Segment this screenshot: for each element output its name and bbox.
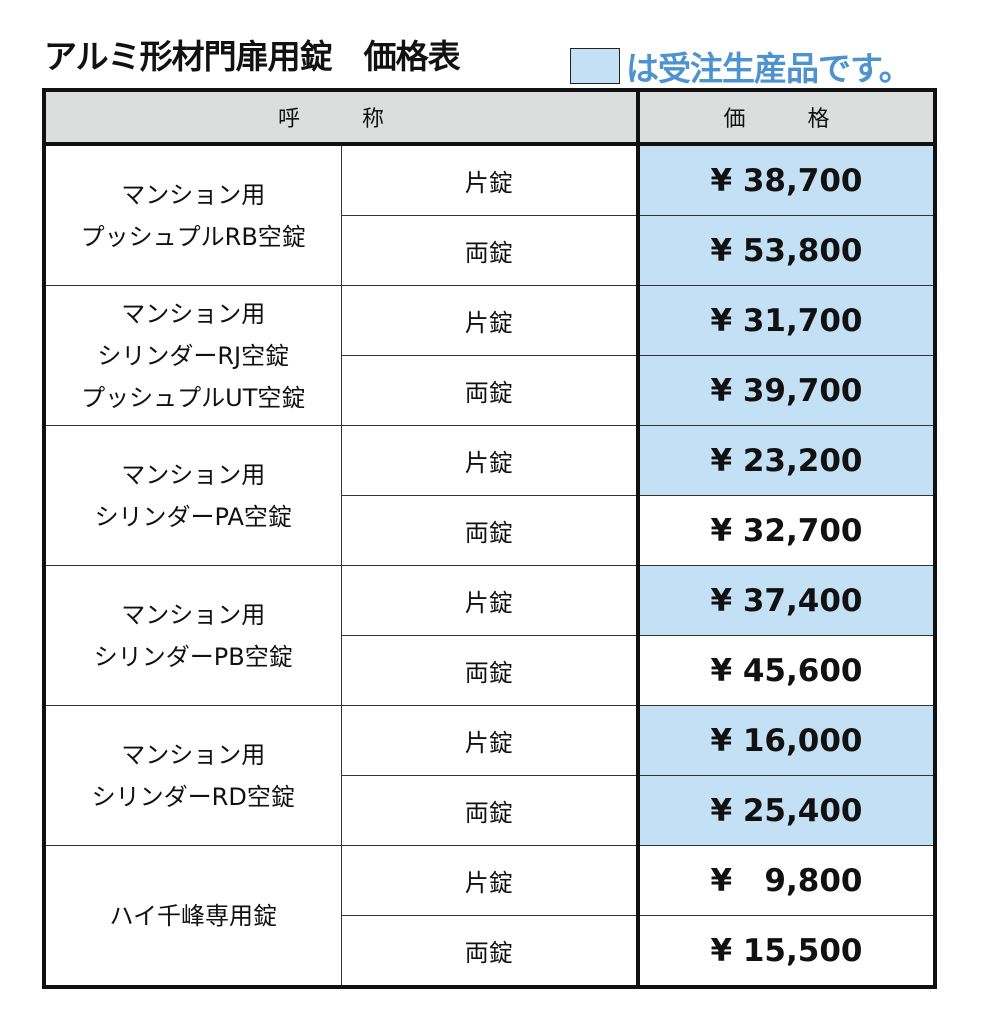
header-name: 呼 称	[43, 89, 639, 146]
table-row: 両錠 ¥ 39,700	[44, 355, 936, 426]
legend: は受注生産品です。	[570, 42, 912, 90]
table-row: マンション用 シリンダーRD空錠 片錠 ¥ 16,000	[43, 705, 936, 846]
price: ¥ 32,700	[636, 495, 936, 566]
table-row: マンション用 シリンダーPB空錠 片錠 ¥ 37,400	[43, 565, 936, 706]
price: ¥ 45,600	[636, 635, 936, 706]
table-row: マンション用 プッシュプルRB空錠 片錠 ¥ 38,700	[43, 143, 936, 286]
product-name-line: シリンダーPA空錠	[94, 502, 292, 531]
price-table: 呼 称 価 格 マンション用 プッシュプルRB空錠 片錠 ¥ 38,700 両錠 ¥ 53…	[42, 88, 937, 989]
price: ¥ 38,700	[636, 143, 936, 216]
price: ¥ 23,200	[636, 425, 936, 496]
lock-type: 両錠	[340, 495, 639, 566]
legend-text: は受注生産品です。	[626, 49, 912, 88]
product-name-line: マンション用	[121, 299, 266, 328]
product-name-line: マンション用	[121, 180, 266, 209]
product-name: ハイ千峰専用錠	[43, 845, 342, 988]
product-name-line: マンション用	[121, 460, 266, 489]
product-name-line: シリンダーRD空錠	[91, 782, 295, 811]
table-row: ハイ千峰専用錠 片錠 ¥ 9,800	[43, 845, 936, 988]
table-row: 両錠 ¥ 15,500	[44, 915, 936, 988]
price: ¥ 31,700	[636, 285, 936, 356]
product-name-line: マンション用	[121, 740, 266, 769]
product-name-line: シリンダーRJ空錠	[97, 341, 290, 370]
table-row: 両錠 ¥ 45,600	[44, 635, 936, 706]
product-name: マンション用 シリンダーPA空錠	[43, 425, 342, 566]
product-name: マンション用 シリンダーRJ空錠 プッシュプルUT空錠	[43, 285, 342, 426]
price: ¥ 16,000	[636, 705, 936, 776]
lock-type: 片錠	[340, 285, 639, 356]
product-name: マンション用 シリンダーRD空錠	[43, 705, 342, 846]
lock-type: 片錠	[340, 425, 639, 496]
price: ¥ 15,500	[636, 915, 936, 988]
header-price: 価 格	[636, 89, 936, 146]
lock-type: 片錠	[340, 845, 639, 916]
lock-type: 片錠	[340, 143, 639, 216]
price: ¥ 39,700	[636, 355, 936, 426]
made-to-order-swatch	[570, 48, 620, 84]
lock-type: 両錠	[340, 355, 639, 426]
table-row: マンション用 シリンダーPA空錠 片錠 ¥ 23,200	[43, 425, 936, 566]
lock-type: 両錠	[340, 215, 639, 286]
lock-type: 両錠	[340, 635, 639, 706]
product-name-line: マンション用	[121, 600, 266, 629]
product-name-line: シリンダーPB空錠	[93, 642, 293, 671]
product-name: マンション用 シリンダーPB空錠	[43, 565, 342, 706]
price: ¥ 9,800	[636, 845, 936, 916]
price: ¥ 25,400	[636, 775, 936, 846]
product-name: マンション用プッシュプルRB空錠	[43, 143, 342, 286]
lock-type: 両錠	[340, 775, 639, 846]
table-row: 両錠 ¥ 25,400	[44, 775, 936, 846]
lock-type: 両錠	[340, 915, 639, 988]
product-name-line: プッシュプルUT空錠	[81, 383, 306, 412]
page-title: アルミ形材門扉用錠 価格表	[44, 37, 461, 76]
price: ¥ 37,400	[636, 565, 936, 636]
lock-type: 片錠	[340, 565, 639, 636]
price: ¥ 53,800	[636, 215, 936, 286]
table-row: マンション用 シリンダーRJ空錠 プッシュプルUT空錠 片錠 ¥ 31,700	[43, 285, 936, 426]
lock-type: 片錠	[340, 705, 639, 776]
product-name-line: ハイ千峰専用錠	[109, 901, 278, 930]
product-name-line: プッシュプルRB空錠	[80, 222, 306, 251]
